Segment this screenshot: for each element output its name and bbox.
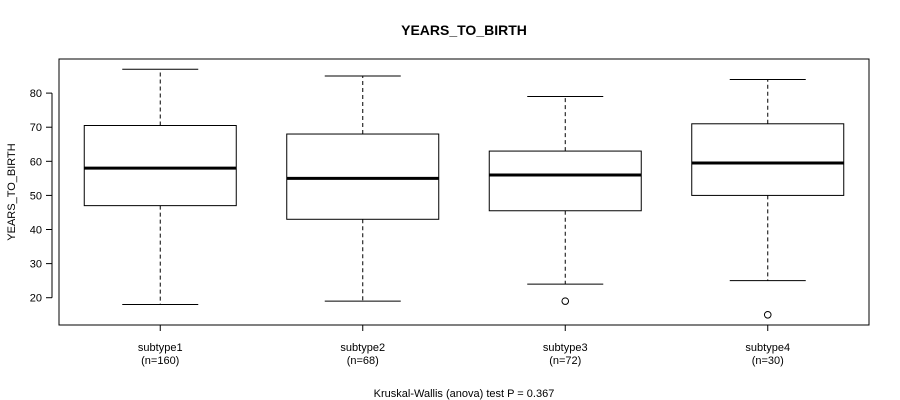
y-axis-label: YEARS_TO_BIRTH — [6, 143, 18, 240]
iqr-box — [83, 125, 237, 207]
y-tick-label: 60 — [30, 156, 42, 168]
box-subtype2 — [286, 75, 440, 302]
outlier-point — [763, 310, 772, 319]
y-tick-label: 80 — [30, 88, 42, 100]
x-count-label: (n=160) — [141, 355, 179, 367]
y-axis: 20 30 40 50 60 70 80 — [30, 88, 53, 305]
y-tick-label: 50 — [30, 190, 42, 202]
footnote: Kruskal-Wallis (anova) test P = 0.367 — [374, 388, 555, 400]
y-tick-label: 20 — [30, 293, 42, 305]
x-tick-label: subtype1 — [138, 342, 183, 354]
iqr-box — [286, 133, 440, 220]
y-tick-label: 70 — [30, 122, 42, 134]
x-tick-label: subtype2 — [340, 342, 385, 354]
outlier-point — [561, 297, 570, 305]
y-tick-label: 30 — [30, 259, 42, 271]
x-count-label: (n=30) — [752, 355, 784, 367]
x-count-label: (n=68) — [347, 355, 379, 367]
boxes-layer — [83, 68, 845, 319]
box-subtype1 — [83, 68, 237, 306]
iqr-box — [488, 150, 642, 212]
x-axis-labels: subtype1(n=160)subtype2(n=68)subtype3(n=… — [138, 325, 790, 367]
x-tick-label: subtype4 — [745, 342, 790, 354]
box-subtype3 — [488, 96, 642, 305]
x-tick-label: subtype3 — [543, 342, 588, 354]
box-subtype4 — [691, 78, 845, 319]
chart-title: YEARS_TO_BIRTH — [401, 22, 527, 38]
x-count-label: (n=72) — [549, 355, 581, 367]
plot-frame — [58, 58, 870, 326]
y-tick-label: 40 — [30, 225, 42, 237]
iqr-box — [691, 123, 845, 196]
